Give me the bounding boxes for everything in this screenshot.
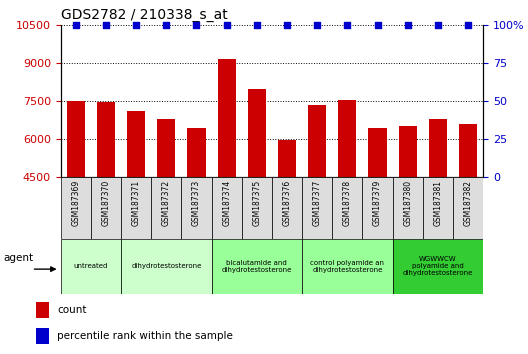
- Text: WGWWCW
polyamide and
dihydrotestosterone: WGWWCW polyamide and dihydrotestosterone: [403, 256, 473, 276]
- Point: [192, 22, 201, 28]
- Bar: [36, 328, 49, 344]
- Bar: [338, 99, 356, 177]
- Point: [162, 22, 171, 28]
- Bar: [91, 177, 121, 239]
- Text: GSM187378: GSM187378: [343, 180, 352, 226]
- Text: dihydrotestosterone: dihydrotestosterone: [131, 263, 202, 269]
- Bar: [302, 239, 393, 294]
- Bar: [212, 239, 302, 294]
- Bar: [278, 140, 296, 177]
- Bar: [399, 126, 417, 177]
- Bar: [242, 177, 272, 239]
- Bar: [61, 177, 91, 239]
- Bar: [151, 177, 182, 239]
- Text: GSM187370: GSM187370: [101, 180, 110, 226]
- Text: GSM187380: GSM187380: [403, 180, 412, 226]
- Bar: [429, 119, 447, 177]
- Bar: [121, 177, 151, 239]
- Bar: [157, 119, 175, 177]
- Text: GSM187373: GSM187373: [192, 180, 201, 226]
- Text: GSM187371: GSM187371: [131, 180, 140, 226]
- Point: [132, 22, 140, 28]
- Bar: [362, 177, 393, 239]
- Bar: [393, 177, 423, 239]
- Text: GSM187375: GSM187375: [252, 180, 261, 226]
- Bar: [67, 101, 85, 177]
- Text: count: count: [58, 305, 87, 315]
- Bar: [187, 127, 205, 177]
- Point: [283, 22, 291, 28]
- Bar: [369, 127, 386, 177]
- Bar: [218, 59, 235, 177]
- Text: bicalutamide and
dihydrotestosterone: bicalutamide and dihydrotestosterone: [222, 260, 292, 273]
- Bar: [127, 111, 145, 177]
- Bar: [36, 302, 49, 318]
- Bar: [308, 105, 326, 177]
- Bar: [393, 239, 483, 294]
- Text: GSM187376: GSM187376: [282, 180, 291, 226]
- Text: untreated: untreated: [74, 263, 108, 269]
- Text: GSM187372: GSM187372: [162, 180, 171, 226]
- Bar: [302, 177, 332, 239]
- Text: percentile rank within the sample: percentile rank within the sample: [58, 331, 233, 341]
- Text: GSM187379: GSM187379: [373, 180, 382, 226]
- Bar: [212, 177, 242, 239]
- Point: [343, 22, 352, 28]
- Bar: [272, 177, 302, 239]
- Bar: [121, 239, 212, 294]
- Text: GSM187374: GSM187374: [222, 180, 231, 226]
- Point: [433, 22, 442, 28]
- Text: GSM187377: GSM187377: [313, 180, 322, 226]
- Text: control polyamide an
dihydrotestosterone: control polyamide an dihydrotestosterone: [310, 260, 384, 273]
- Text: GSM187381: GSM187381: [433, 180, 442, 226]
- Bar: [423, 177, 453, 239]
- Text: agent: agent: [3, 253, 33, 263]
- Bar: [248, 90, 266, 177]
- Bar: [332, 177, 362, 239]
- Point: [464, 22, 472, 28]
- Point: [313, 22, 322, 28]
- Point: [252, 22, 261, 28]
- Text: GSM187369: GSM187369: [71, 180, 80, 226]
- Bar: [459, 124, 477, 177]
- Bar: [97, 102, 115, 177]
- Bar: [182, 177, 212, 239]
- Text: GSM187382: GSM187382: [464, 180, 473, 226]
- Point: [373, 22, 382, 28]
- Bar: [61, 239, 121, 294]
- Point: [222, 22, 231, 28]
- Point: [102, 22, 110, 28]
- Bar: [453, 177, 483, 239]
- Point: [72, 22, 80, 28]
- Text: GDS2782 / 210338_s_at: GDS2782 / 210338_s_at: [61, 8, 228, 22]
- Point: [403, 22, 412, 28]
